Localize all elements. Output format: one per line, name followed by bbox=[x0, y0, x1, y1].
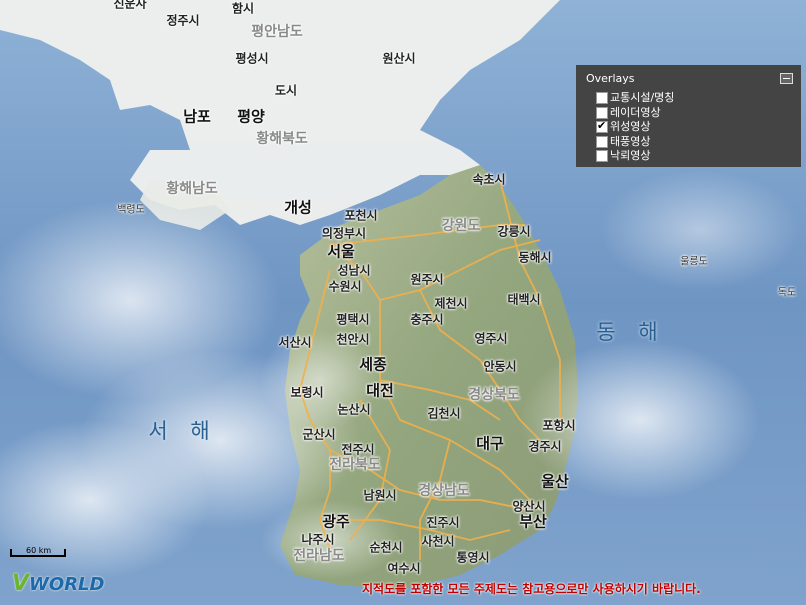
label-pyeongtaek: 평택시 bbox=[336, 312, 370, 327]
scale-bar: 60 km bbox=[10, 546, 66, 557]
overlay-item[interactable]: 낙뢰영상 bbox=[596, 149, 674, 164]
label-yangsan: 양산시 bbox=[512, 499, 546, 514]
label-south-hwanghae: 황해남도 bbox=[166, 181, 218, 197]
label-north-jeolla: 전라북도 bbox=[329, 457, 381, 473]
label-daejeon: 대전 bbox=[366, 381, 394, 400]
label-pocheon: 포천시 bbox=[344, 208, 378, 223]
overlay-item[interactable]: 태풍영상 bbox=[596, 135, 674, 150]
overlay-label: 낙뢰영상 bbox=[610, 149, 651, 163]
label-gangneung: 강릉시 bbox=[497, 224, 531, 239]
scale-label: 60 km bbox=[26, 546, 52, 555]
label-pyeongseong: 평성시 bbox=[235, 51, 269, 66]
label-dokdo: 독도 bbox=[777, 287, 797, 299]
label-suwon: 수원시 bbox=[328, 279, 362, 294]
label-yeongju: 영주시 bbox=[474, 331, 508, 346]
label-naju: 나주시 bbox=[301, 532, 335, 547]
overlay-item[interactable]: 레이더영상 bbox=[596, 106, 674, 121]
overlay-item[interactable]: 위성영상 bbox=[596, 119, 674, 135]
checkbox-radar[interactable] bbox=[596, 106, 608, 119]
label-gangwon: 강원도 bbox=[441, 218, 481, 234]
label-south-jeolla: 전라남도 bbox=[293, 548, 345, 564]
label-sokcho: 속초시 bbox=[472, 172, 506, 187]
overlays-title: Overlays bbox=[586, 72, 635, 85]
label-nonsan: 논산시 bbox=[337, 402, 371, 417]
overlay-label: 태풍영상 bbox=[610, 134, 651, 148]
overlays-list: 교통시설/명칭 레이더영상 위성영상 태풍영상 낙뢰영상 bbox=[596, 91, 674, 164]
label-seoul: 서울 bbox=[327, 242, 355, 261]
overlay-label: 위성영상 bbox=[610, 120, 651, 134]
label-pohang: 포항시 bbox=[542, 418, 576, 433]
overlay-label: 교통시설/명칭 bbox=[610, 91, 675, 105]
label-sacheon: 사천시 bbox=[421, 534, 455, 549]
label-busan: 부산 bbox=[519, 512, 547, 531]
label-north-gyeongsang: 경상북도 bbox=[468, 387, 520, 403]
checkbox-satellite[interactable] bbox=[596, 119, 608, 134]
overlay-label: 레이더영상 bbox=[610, 105, 661, 119]
checkbox-lightning[interactable] bbox=[596, 150, 608, 163]
label-dosi: 도시 bbox=[274, 83, 298, 98]
overlays-panel: Overlays 교통시설/명칭 레이더영상 위성영상 태풍영상 낙뢰영상 bbox=[576, 65, 801, 167]
label-jeongju: 정주시 bbox=[166, 13, 200, 28]
label-jecheon: 제천시 bbox=[434, 296, 468, 311]
label-gwangju: 광주 bbox=[322, 512, 350, 531]
label-sejong: 세종 bbox=[359, 355, 387, 374]
label-south-gyeongsang: 경상남도 bbox=[418, 483, 470, 499]
label-south-pyongan: 평안남도 bbox=[251, 24, 303, 40]
label-yeosu: 여수시 bbox=[387, 561, 421, 576]
label-baengnyeongdo: 백령도 bbox=[117, 204, 145, 216]
label-ulsan: 울산 bbox=[541, 472, 569, 491]
label-nampo: 남포 bbox=[183, 107, 211, 126]
label-donghae: 동해시 bbox=[518, 250, 552, 265]
label-namwon: 남원시 bbox=[363, 488, 397, 503]
label-seosan: 서산시 bbox=[278, 335, 312, 350]
label-gimcheon: 김천시 bbox=[427, 406, 461, 421]
label-andong: 안동시 bbox=[483, 359, 517, 374]
label-pyongyang: 평양 bbox=[237, 107, 265, 126]
label-east-sea: 동 해 bbox=[596, 320, 666, 344]
label-gunsan: 군산시 bbox=[302, 427, 336, 442]
label-hamheung: 함시 bbox=[231, 1, 255, 16]
label-ulleungdo: 울릉도 bbox=[680, 256, 708, 268]
label-north-hwanghae: 황해북도 bbox=[256, 131, 308, 147]
label-wonsan: 원산시 bbox=[382, 51, 416, 66]
label-uijeongbu: 의정부시 bbox=[321, 226, 367, 241]
checkbox-traffic[interactable] bbox=[596, 92, 608, 105]
label-daegu: 대구 bbox=[476, 434, 504, 453]
vworld-logo: VWORLD bbox=[12, 571, 105, 596]
collapse-icon[interactable] bbox=[780, 73, 793, 84]
label-taebaek: 태백시 bbox=[507, 292, 541, 307]
label-jeonju: 전주시 bbox=[341, 442, 375, 457]
label-sinuiju: 신운사 bbox=[113, 0, 147, 11]
checkbox-typhoon[interactable] bbox=[596, 135, 608, 148]
label-boryeong: 보령시 bbox=[290, 385, 324, 400]
label-seongnam: 성남시 bbox=[337, 263, 371, 278]
label-kaesong: 개성 bbox=[284, 198, 312, 217]
label-yellow-sea: 서 해 bbox=[148, 419, 218, 443]
label-suncheon: 순천시 bbox=[369, 540, 403, 555]
label-wonju: 원주시 bbox=[410, 272, 444, 287]
label-tongyeong: 통영시 bbox=[456, 550, 490, 565]
label-chungju: 충주시 bbox=[410, 312, 444, 327]
label-gyeongju: 경주시 bbox=[528, 439, 562, 454]
disclaimer-notice: 지적도를 포함한 모든 주제도는 참고용으로만 사용하시기 바랍니다. bbox=[362, 582, 701, 596]
label-cheonan: 천안시 bbox=[336, 332, 370, 347]
overlay-item[interactable]: 교통시설/명칭 bbox=[596, 91, 674, 106]
label-jinju: 진주시 bbox=[426, 515, 460, 530]
